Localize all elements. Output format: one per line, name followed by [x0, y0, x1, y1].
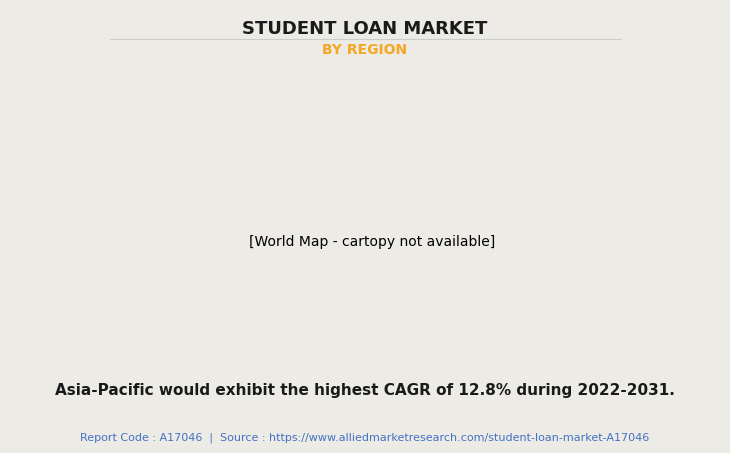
Text: BY REGION: BY REGION [323, 43, 407, 57]
Text: Asia-Pacific would exhibit the highest CAGR of 12.8% during 2022-2031.: Asia-Pacific would exhibit the highest C… [55, 383, 675, 398]
Text: [World Map - cartopy not available]: [World Map - cartopy not available] [249, 236, 496, 249]
Text: STUDENT LOAN MARKET: STUDENT LOAN MARKET [242, 20, 488, 39]
Text: Report Code : A17046  |  Source : https://www.alliedmarketresearch.com/student-l: Report Code : A17046 | Source : https://… [80, 433, 650, 443]
